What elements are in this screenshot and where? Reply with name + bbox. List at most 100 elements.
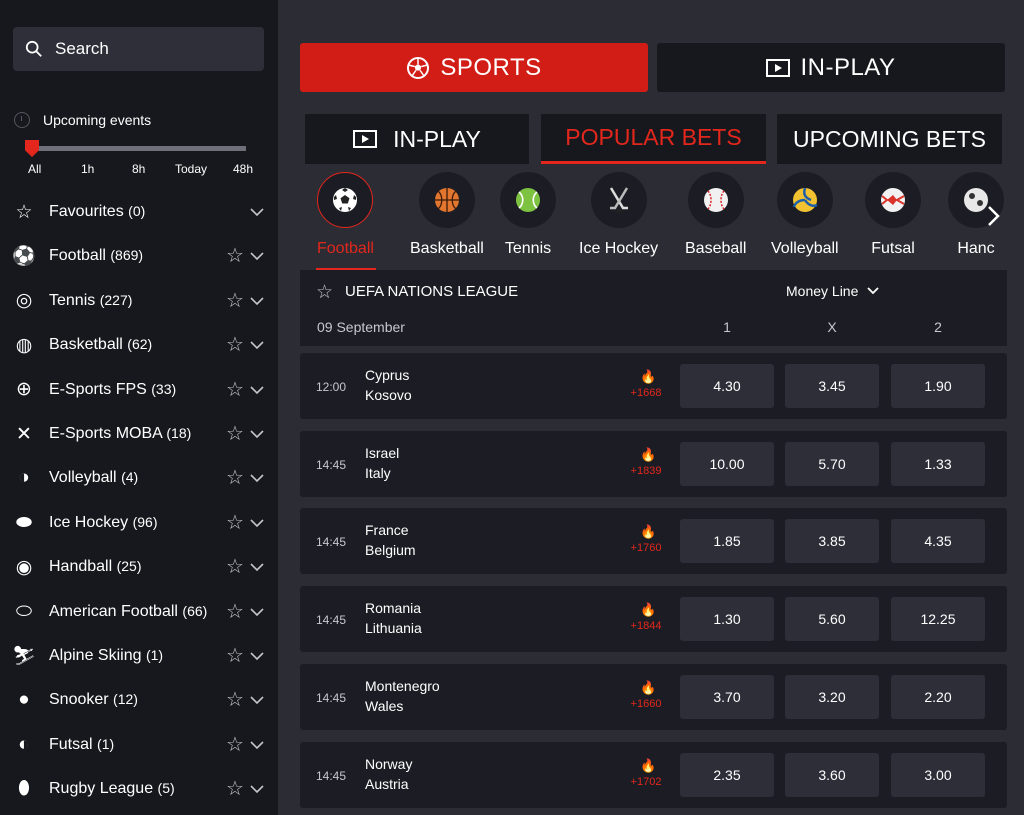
odds-button-draw[interactable]: 5.60 xyxy=(785,597,879,642)
slider-label-8h[interactable]: 8h xyxy=(132,162,146,176)
sidebar-item-label: Futsal (1) xyxy=(49,735,115,753)
category-ice-hockey[interactable]: Ice Hockey xyxy=(579,172,658,258)
category-baseball[interactable]: Baseball xyxy=(685,172,746,258)
tab-inplay[interactable]: IN-PLAY xyxy=(657,43,1005,92)
sidebar-item-rugby-league[interactable]: ⬮ Rugby League (5) ☆ xyxy=(0,767,278,811)
category-futsal[interactable]: Futsal xyxy=(865,172,921,258)
search-input[interactable]: Search xyxy=(13,27,264,71)
upcoming-events-header: Upcoming events xyxy=(14,112,151,128)
category-tennis[interactable]: Tennis xyxy=(500,172,556,258)
chevron-down-icon[interactable] xyxy=(250,471,264,485)
odds-button-home[interactable]: 2.35 xyxy=(680,752,774,797)
match-row[interactable]: 14:45 Montenegro Wales 🔥 +1660 3.70 3.20… xyxy=(300,663,1007,730)
home-team: Israel xyxy=(365,444,400,461)
chevron-right-icon[interactable] xyxy=(985,205,1001,227)
chevron-down-icon[interactable] xyxy=(250,205,264,219)
match-row[interactable]: 14:45 Romania Lithuania 🔥 +1844 1.30 5.6… xyxy=(300,586,1007,653)
odds-button-away[interactable]: 3.00 xyxy=(891,752,985,797)
chevron-down-icon[interactable] xyxy=(250,693,264,707)
odds-button-home[interactable]: 1.85 xyxy=(680,519,774,564)
chevron-down-icon[interactable] xyxy=(250,738,264,752)
odds-button-home[interactable]: 4.30 xyxy=(680,364,774,408)
favourite-star-icon[interactable]: ☆ xyxy=(226,245,244,268)
odds-button-draw[interactable]: 5.70 xyxy=(785,441,879,486)
odds-button-away[interactable]: 4.35 xyxy=(891,519,985,564)
home-team: Romania xyxy=(365,600,422,617)
chevron-down-icon[interactable] xyxy=(250,560,264,574)
odds-button-away[interactable]: 2.20 xyxy=(891,674,985,719)
search-label: Search xyxy=(55,39,109,58)
sidebar-item-handball[interactable]: ◉ Handball (25) ☆ xyxy=(0,545,278,589)
favourite-star-icon[interactable]: ☆ xyxy=(226,778,244,801)
favourite-star-icon[interactable]: ☆ xyxy=(226,334,244,357)
subtab-popular-bets[interactable]: POPULAR BETS xyxy=(541,114,766,164)
odds-button-draw[interactable]: 3.45 xyxy=(785,364,879,408)
chevron-down-icon[interactable] xyxy=(250,338,264,352)
sidebar-item-ice-hockey[interactable]: ⬬ Ice Hockey (96) ☆ xyxy=(0,501,278,545)
subtab-upcoming-bets[interactable]: UPCOMING BETS xyxy=(777,114,1002,164)
star-icon[interactable]: ☆ xyxy=(316,282,334,303)
favourite-star-icon[interactable]: ☆ xyxy=(226,289,244,312)
odds-button-away[interactable]: 1.33 xyxy=(891,441,985,486)
odds-button-draw[interactable]: 3.20 xyxy=(785,674,879,719)
bet-count: +1702 xyxy=(630,775,662,788)
tab-sports[interactable]: SPORTS xyxy=(300,43,648,92)
sidebar-item-futsal[interactable]: ◐ Futsal (1) ☆ xyxy=(0,723,278,767)
odds-button-home[interactable]: 10.00 xyxy=(680,441,774,486)
match-row[interactable]: 12:00 Cyprus Kosovo 🔥 +1668 4.30 3.45 1.… xyxy=(300,353,1007,419)
football-icon xyxy=(333,188,358,212)
sidebar-item-alpine-skiing[interactable]: ⛷ Alpine Skiing (1) ☆ xyxy=(0,634,278,678)
sidebar-item-tennis[interactable]: ◎ Tennis (227) ☆ xyxy=(0,279,278,323)
sidebar-item-e-sports-moba[interactable]: ✕ E-Sports MOBA (18) ☆ xyxy=(0,412,278,456)
favourite-star-icon[interactable]: ☆ xyxy=(226,423,244,445)
favourite-star-icon[interactable]: ☆ xyxy=(226,733,244,756)
category-basketball[interactable]: Basketball xyxy=(410,172,484,258)
chevron-down-icon[interactable] xyxy=(250,427,264,441)
sidebar-item-football[interactable]: ⚽ Football (869) ☆ xyxy=(0,234,278,278)
chevron-down-icon[interactable] xyxy=(250,605,264,619)
slider-label-1h[interactable]: 1h xyxy=(81,162,95,176)
market-dropdown[interactable]: Money Line xyxy=(786,283,880,299)
chevron-down-icon[interactable] xyxy=(250,383,264,397)
chevron-down-icon[interactable] xyxy=(250,249,264,263)
favourite-star-icon[interactable]: ☆ xyxy=(226,378,244,401)
sidebar-item-volleyball[interactable]: ◑ Volleyball (4) ☆ xyxy=(0,456,278,500)
sidebar-item-e-sports-fps[interactable]: ⊕ E-Sports FPS (33) ☆ xyxy=(0,368,278,412)
match-row[interactable]: 14:45 Norway Austria 🔥 +1702 2.35 3.60 3… xyxy=(300,741,1007,808)
favourite-star-icon[interactable]: ☆ xyxy=(226,600,244,623)
category-volleyball[interactable]: Volleyball xyxy=(771,172,839,258)
time-slider-track[interactable] xyxy=(32,146,246,151)
sidebar-item-favourites[interactable]: ☆ Favourites (0) xyxy=(0,190,278,234)
odds-button-away[interactable]: 12.25 xyxy=(891,597,985,642)
chevron-down-icon[interactable] xyxy=(250,516,264,530)
chevron-down-icon[interactable] xyxy=(250,294,264,308)
active-category-underline xyxy=(316,268,376,270)
sidebar-item-count: (869) xyxy=(110,247,144,264)
odds-button-draw[interactable]: 3.85 xyxy=(785,519,879,564)
chevron-down-icon[interactable] xyxy=(250,649,264,663)
category-football[interactable]: Football xyxy=(317,172,374,258)
snooker-ball-icon: ● xyxy=(18,689,30,711)
odds-button-home[interactable]: 1.30 xyxy=(680,597,774,642)
match-row[interactable]: 14:45 France Belgium 🔥 +1760 1.85 3.85 4… xyxy=(300,508,1007,575)
match-time: 14:45 xyxy=(316,690,347,705)
favourite-star-icon[interactable]: ☆ xyxy=(226,645,244,667)
slider-label-48h[interactable]: 48h xyxy=(233,162,254,176)
favourite-star-icon[interactable]: ☆ xyxy=(226,511,244,534)
slider-label-all[interactable]: All xyxy=(28,162,42,176)
sidebar-item-snooker[interactable]: ● Snooker (12) ☆ xyxy=(0,678,278,722)
match-row[interactable]: 14:45 Israel Italy 🔥 +1839 10.00 5.70 1.… xyxy=(300,430,1007,497)
favourite-star-icon[interactable]: ☆ xyxy=(226,467,244,490)
play-icon xyxy=(353,130,378,148)
odds-button-home[interactable]: 3.70 xyxy=(680,674,774,719)
chevron-down-icon[interactable] xyxy=(250,782,264,796)
subtab-inplay[interactable]: IN-PLAY xyxy=(305,114,529,164)
odds-button-away[interactable]: 1.90 xyxy=(891,364,985,408)
favourite-star-icon[interactable]: ☆ xyxy=(226,556,244,579)
slider-label-today[interactable]: Today xyxy=(175,162,208,176)
favourite-star-icon[interactable]: ☆ xyxy=(226,689,244,712)
odds-button-draw[interactable]: 3.60 xyxy=(785,752,879,797)
time-slider-handle[interactable] xyxy=(25,140,39,157)
sidebar-item-american-football[interactable]: ⬭ American Football (66) ☆ xyxy=(0,590,278,634)
sidebar-item-basketball[interactable]: ◍ Basketball (62) ☆ xyxy=(0,323,278,367)
